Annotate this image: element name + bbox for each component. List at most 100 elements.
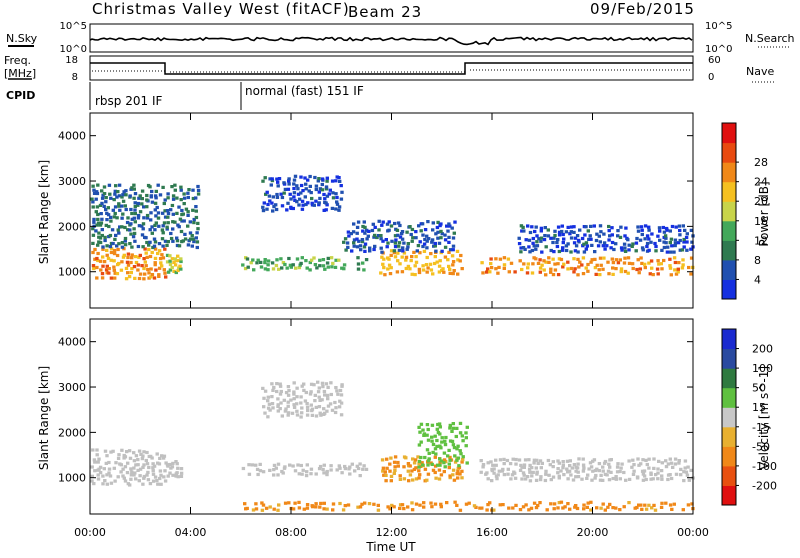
range-time-cell [623,269,628,274]
range-time-cell [251,508,256,512]
range-time-cell [100,276,105,280]
range-time-cell [502,457,506,461]
range-time-cell [518,259,522,263]
range-time-cell [686,465,690,469]
range-time-cell [181,239,185,243]
range-time-cell [99,212,103,216]
range-time-cell [610,257,614,261]
range-time-cell [572,463,577,467]
range-time-cell [142,205,146,209]
range-time-cell [597,268,601,272]
range-time-cell [150,250,154,255]
range-time-cell [120,216,124,220]
range-time-cell [325,176,329,180]
range-time-cell [389,249,394,253]
range-time-cell [406,264,411,268]
range-time-cell [382,473,386,477]
range-time-cell [157,462,162,466]
range-time-cell [437,422,442,426]
range-time-cell [157,273,161,277]
range-time-cell [132,216,136,220]
range-time-cell [129,467,133,471]
range-time-cell [539,239,543,243]
range-time-cell [673,268,677,272]
range-time-cell [163,469,167,473]
range-time-cell [132,473,136,477]
range-time-cell [673,238,678,242]
range-time-cell [451,260,456,264]
range-time-cell [650,506,654,510]
range-time-cell [392,505,396,509]
range-time-cell [690,502,694,506]
range-time-cell [647,457,651,461]
range-time-cell [569,225,574,229]
range-time-cell [552,507,556,511]
range-time-cell [618,258,622,262]
range-time-cell [130,217,134,221]
range-time-cell [460,460,464,464]
range-time-cell [134,260,139,265]
range-time-cell [265,190,269,194]
range-time-cell [186,195,190,200]
range-time-cell [393,455,398,459]
range-time-cell [536,461,540,465]
range-time-cell [304,187,308,191]
range-time-cell [458,472,462,476]
range-time-cell [622,261,627,265]
range-time-cell [325,179,329,183]
range-time-cell [654,244,658,249]
range-time-cell [404,258,408,262]
range-time-cell [683,228,687,232]
range-time-cell [175,239,180,243]
x-tick-label: 00:00 [74,526,106,539]
range-time-cell [568,464,572,468]
range-time-cell [123,479,128,483]
range-time-cell [320,381,325,385]
range-time-cell [649,471,653,475]
range-time-cell [113,205,118,209]
range-time-cell [576,462,580,466]
range-time-cell [447,466,451,470]
range-time-cell [335,195,339,200]
range-time-cell [297,472,301,476]
range-time-cell [196,227,200,231]
range-time-cell [569,266,574,271]
range-time-cell [107,467,112,471]
range-time-cell [520,267,524,272]
range-time-cell [173,257,177,261]
range-time-cell [111,208,115,212]
range-time-cell [444,435,448,440]
range-time-cell [390,503,394,507]
range-time-cell [530,474,534,478]
range-time-cell [413,273,417,277]
range-time-cell [299,261,303,265]
range-time-cell [376,508,381,512]
range-time-cell [494,463,498,467]
range-time-cell [330,179,335,183]
nsky-label: N.Sky [6,32,38,45]
range-time-cell [453,500,457,504]
range-time-cell [182,196,187,200]
range-time-cell [452,231,456,235]
range-time-cell [689,228,694,232]
range-time-cell [338,179,342,183]
range-time-cell [439,222,443,226]
range-time-cell [275,192,279,197]
range-time-cell [270,201,274,205]
range-time-cell [116,228,120,232]
range-time-cell [595,467,599,471]
range-time-cell [363,225,367,229]
range-time-cell [142,216,146,220]
range-time-cell [107,471,111,475]
range-time-cell [446,454,450,458]
range-time-cell [265,207,269,211]
range-time-cell [112,248,117,253]
range-time-cell [645,462,649,467]
range-time-cell [121,193,125,197]
range-time-cell [638,238,643,242]
range-time-cell [573,267,577,271]
range-time-cell [500,469,505,473]
range-time-cell [523,458,528,462]
range-time-cell [186,224,190,228]
range-time-cell [319,501,323,505]
